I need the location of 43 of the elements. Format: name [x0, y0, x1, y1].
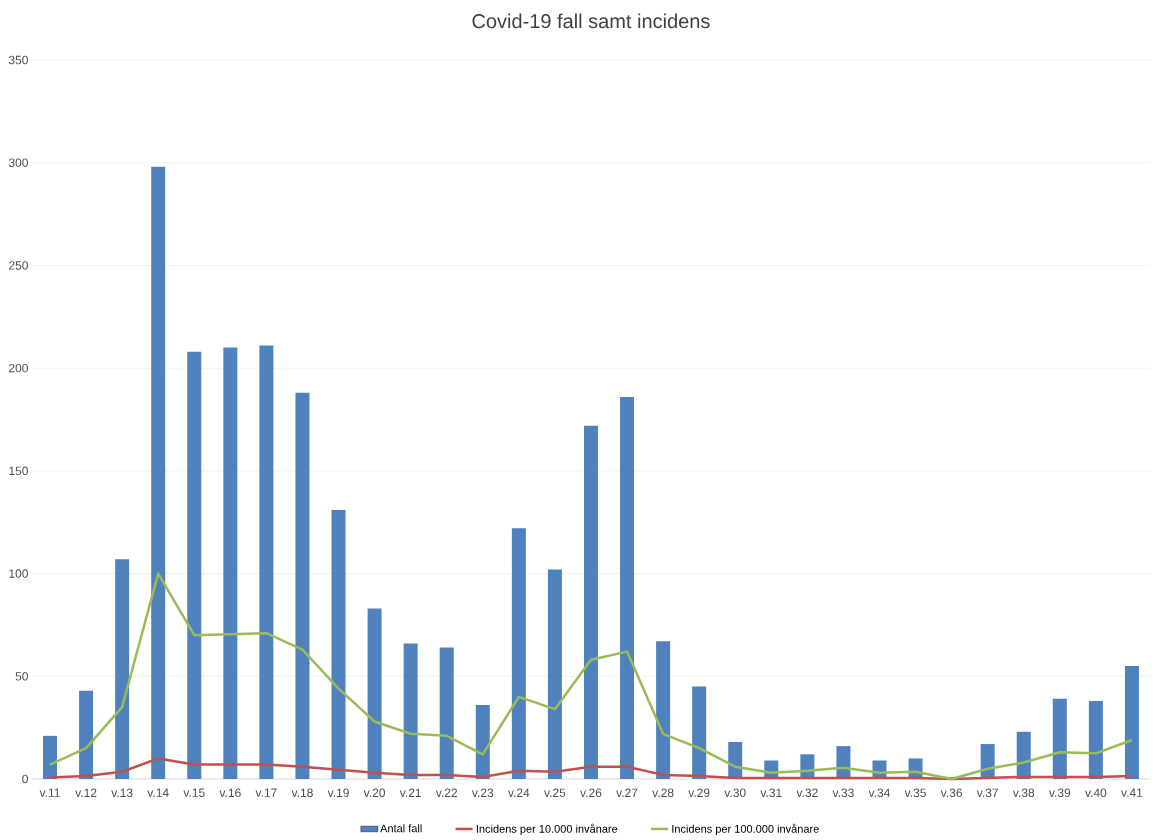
x-tick-label: v.40 — [1085, 788, 1107, 798]
x-tick-label: v.21 — [399, 788, 421, 797]
x-tick-label: v.11 — [39, 788, 60, 797]
y-tick-label: 200 — [9, 363, 28, 373]
x-tick-label: v.12 — [75, 788, 97, 797]
y-tick-label: 100 — [9, 569, 28, 578]
x-tick-label: v.18 — [291, 788, 313, 798]
y-tick-label: 0 — [22, 774, 28, 784]
x-tick-label: v.13 — [111, 788, 133, 798]
x-tick-label: v.37 — [976, 788, 998, 798]
x-tick-label: v.23 — [471, 788, 494, 798]
x-tick-label: v.33 — [832, 788, 854, 798]
y-tick-label: 50 — [15, 672, 28, 681]
legend-label: Incidens per 10.000 invånare — [476, 823, 618, 835]
x-tick-label: v.32 — [796, 788, 818, 798]
x-tick-label: v.19 — [327, 788, 349, 798]
x-tick-label: v.15 — [183, 788, 205, 797]
x-tick-label: v.22 — [435, 788, 458, 797]
x-tick-label: v.36 — [940, 788, 962, 798]
x-tick-label: v.25 — [544, 788, 566, 798]
x-tick-label: v.20 — [363, 788, 386, 798]
x-tick-label: v.39 — [1048, 788, 1071, 798]
y-tick-label: 250 — [9, 261, 28, 270]
x-tick-label: v.35 — [904, 788, 926, 798]
x-tick-label: v.31 — [760, 788, 782, 798]
x-tick-label: v.27 — [616, 788, 638, 797]
y-tick-label: 350 — [8, 55, 28, 65]
y-tick-label: 300 — [8, 158, 28, 167]
x-tick-label: v.26 — [580, 788, 602, 798]
x-tick-label: v.30 — [724, 788, 746, 798]
x-tick-label: v.14 — [147, 788, 169, 797]
legend-label: Antal fall — [380, 824, 422, 833]
y-tick-label: 150 — [9, 466, 28, 476]
legend-label: Incidens per 100.000 invånare — [672, 823, 819, 835]
x-tick-label: v.24 — [507, 788, 530, 797]
x-tick-label: v.38 — [1012, 788, 1035, 798]
x-tick-label: v.41 — [1121, 788, 1143, 797]
x-tick-label: v.28 — [652, 788, 674, 798]
x-tick-label: v.34 — [868, 788, 891, 798]
x-tick-label: v.29 — [688, 788, 710, 798]
x-tick-label: v.16 — [219, 788, 241, 798]
x-tick-label: v.17 — [255, 788, 277, 797]
chart-title: Covid-19 fall samt incidens — [472, 13, 710, 29]
